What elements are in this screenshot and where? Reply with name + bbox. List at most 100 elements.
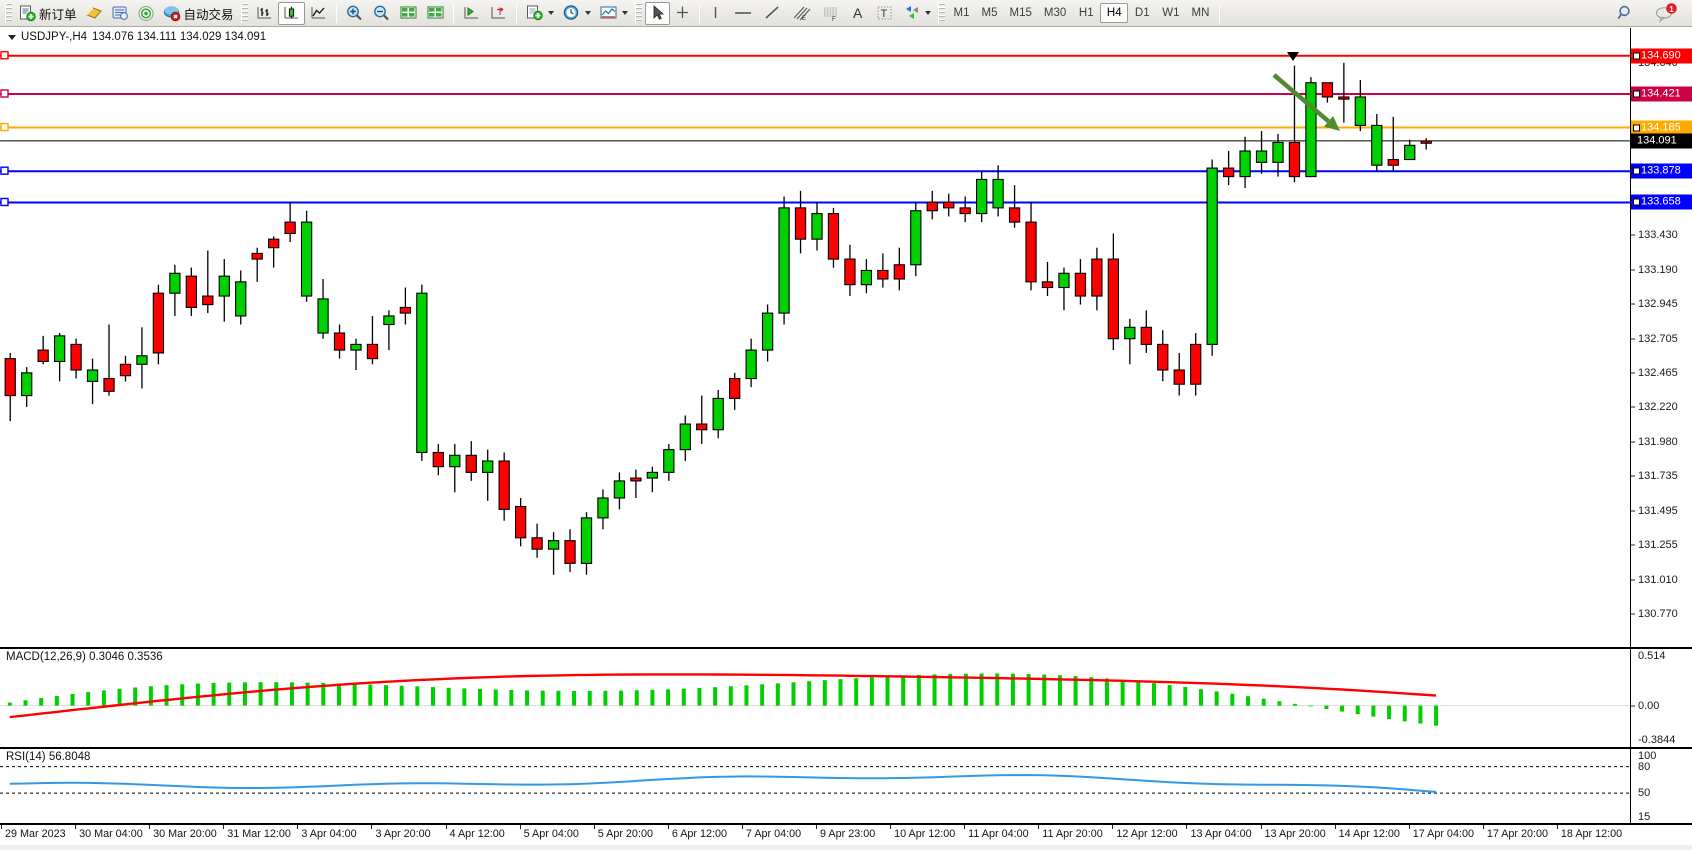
toolbar-grip-4[interactable] [937, 3, 945, 23]
new-chart-button[interactable] [521, 2, 558, 25]
auto-trading-button[interactable]: 自动交易 [159, 2, 238, 25]
timeframe-label: D1 [1134, 7, 1150, 19]
price-label-support-1[interactable]: 133.878 [1631, 163, 1692, 179]
price-label-current-price[interactable]: 134.091 [1631, 133, 1692, 149]
crosshair-button[interactable] [670, 2, 695, 25]
candlestick [449, 454, 461, 468]
candlestick [1124, 326, 1136, 340]
toolbar-separator-2 [452, 3, 454, 23]
chevron-down-icon-2[interactable] [584, 11, 591, 15]
horizontal-line-button[interactable] [728, 2, 758, 25]
bar-chart-icon [257, 7, 271, 19]
arrows-button[interactable] [898, 2, 935, 25]
candlestick [943, 201, 955, 209]
candlestick [860, 269, 873, 286]
timeframe-m5[interactable]: M5 [976, 3, 1004, 23]
notification-balloon-icon: 1 [1656, 3, 1677, 23]
toolbar-grip-2[interactable] [240, 3, 248, 23]
text-box-button[interactable]: T [871, 2, 898, 25]
price-label-resistance-1[interactable]: 134.690 [1631, 48, 1692, 64]
indicators-button[interactable] [595, 2, 632, 25]
zoom-in-icon [346, 5, 362, 21]
chart-shift-button[interactable] [485, 2, 512, 25]
price-label-handle[interactable] [1633, 198, 1640, 206]
candlestick [136, 355, 148, 365]
candlestick [745, 349, 757, 380]
timeframe-m15[interactable]: M15 [1004, 3, 1038, 23]
timeframe-h1[interactable]: H1 [1072, 3, 1100, 23]
trendline-button[interactable] [758, 2, 786, 25]
charts-button[interactable] [81, 2, 107, 25]
macd-pane[interactable]: MACD(12,26,9) 0.3046 0.3536 0.514 0.00 -0.… [0, 648, 1692, 748]
timeframe-m1[interactable]: M1 [948, 3, 976, 23]
fibonacci-button[interactable]: F [816, 2, 846, 25]
timeframe-label: M30 [1043, 7, 1067, 19]
price-label-handle[interactable] [1633, 52, 1640, 60]
candlestick [910, 210, 922, 266]
data-window-icon-2 [427, 6, 444, 19]
candlestick [959, 207, 971, 215]
macd-plot[interactable] [0, 649, 1630, 747]
price-label-handle[interactable] [1633, 90, 1640, 98]
candlestick [630, 477, 642, 482]
candlestick [1190, 343, 1202, 385]
chevron-down-icon[interactable] [547, 11, 554, 15]
chart-menu-caret-icon[interactable] [8, 34, 16, 40]
charts-icon [85, 6, 102, 19]
symbol-period-label: USDJPY-,H4 [21, 31, 88, 43]
notifications-button[interactable]: 1 [1650, 2, 1682, 25]
price-axis[interactable]: 134.640 133.430 133.190 132.945 132.705 132.4… [1630, 28, 1692, 647]
candlestick [827, 213, 840, 260]
candlestick [1371, 124, 1383, 166]
signals-button[interactable] [133, 2, 159, 25]
cursor-arrow-icon [653, 5, 664, 20]
toolbar-grip[interactable] [5, 3, 12, 23]
candlestick [432, 451, 444, 468]
cursor-button[interactable] [644, 1, 670, 25]
arrows-icon [905, 6, 918, 19]
period-button[interactable] [558, 2, 595, 25]
terminal-button[interactable] [107, 2, 133, 25]
candlestick [663, 449, 675, 473]
equidistant-channel-button[interactable]: E [786, 2, 816, 25]
price-plot[interactable] [0, 28, 1630, 647]
top-marker [1287, 52, 1299, 61]
toolbar-right-group: 1 [1612, 2, 1690, 25]
price-label-handle[interactable] [1633, 124, 1640, 132]
timeframe-h4[interactable]: H4 [1100, 3, 1129, 23]
vertical-line-button[interactable] [704, 2, 728, 25]
candlestick [992, 178, 1004, 209]
period-clock-icon [563, 5, 578, 20]
toolbar-grip-3[interactable] [634, 3, 642, 23]
line-chart-button[interactable] [305, 2, 332, 25]
chevron-down-icon-4[interactable] [924, 11, 931, 15]
candlestick [646, 471, 659, 479]
zoom-out-button[interactable] [368, 2, 395, 25]
new-order-button[interactable]: 新订单 [15, 2, 81, 25]
rsi-pane[interactable]: RSI(14) 56.8048 100 80 50 15 [0, 748, 1692, 824]
price-label-pivot[interactable]: 134.185 [1631, 120, 1692, 136]
zoom-in-button[interactable] [341, 2, 368, 25]
chart-area[interactable]: USDJPY-,H4 134.076 134.111 134.029 134.0… [0, 27, 1692, 850]
timeframe-mn[interactable]: MN [1186, 3, 1216, 23]
candlestick [70, 343, 82, 371]
timeframe-w1[interactable]: W1 [1156, 3, 1185, 23]
data-window-button[interactable] [395, 2, 422, 25]
auto-scroll-button[interactable] [458, 2, 485, 25]
price-label-support-2[interactable]: 133.658 [1631, 194, 1692, 210]
data-window-button-2[interactable] [422, 2, 449, 25]
search-button[interactable] [1612, 2, 1640, 25]
chevron-down-icon-3[interactable] [621, 11, 628, 15]
text-label-button[interactable]: A [846, 2, 871, 25]
candlestick [202, 295, 214, 306]
price-pane[interactable]: USDJPY-,H4 134.076 134.111 134.029 134.0… [0, 28, 1692, 648]
rsi-plot[interactable] [0, 749, 1630, 823]
candlestick [317, 298, 329, 334]
bar-chart-button[interactable] [251, 2, 278, 25]
timeframe-d1[interactable]: D1 [1128, 3, 1156, 23]
candlestick [1074, 272, 1087, 297]
price-label-resistance-2[interactable]: 134.421 [1631, 86, 1692, 102]
timeframe-m30[interactable]: M30 [1038, 3, 1072, 23]
candlestick-chart-button[interactable] [277, 1, 305, 25]
price-label-handle[interactable] [1633, 167, 1640, 175]
